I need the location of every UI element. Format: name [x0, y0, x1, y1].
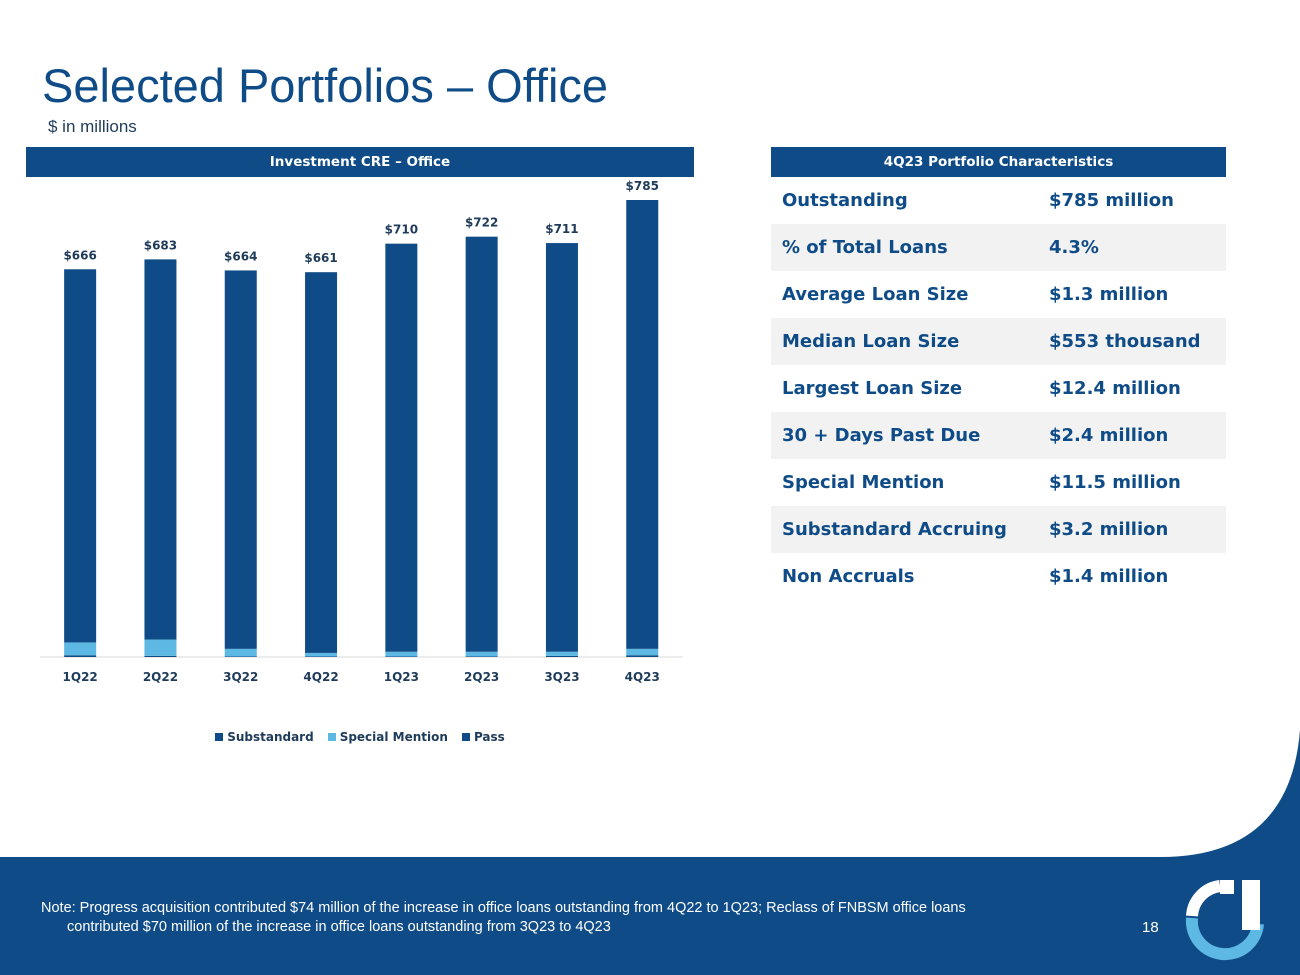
characteristic-label: Substandard Accruing — [771, 506, 1049, 553]
characteristic-value: $553 thousand — [1049, 318, 1226, 365]
characteristic-label: % of Total Loans — [771, 224, 1049, 271]
data-label-4Q23: $785 — [626, 179, 659, 193]
x-tick-4Q22: 4Q22 — [303, 670, 338, 684]
bar-special-mention-1Q23 — [385, 651, 418, 657]
table-row: Special Mention $11.5 million — [771, 459, 1226, 506]
footnote-line-1: Note: Progress acquisition contributed $… — [41, 900, 966, 916]
legend-label: Pass — [473, 730, 505, 744]
characteristic-label: Median Loan Size — [771, 318, 1049, 365]
chart-banner: Investment CRE – Office — [26, 147, 694, 177]
bar-pass-4Q22 — [305, 272, 338, 653]
bar-pass-3Q22 — [224, 270, 257, 649]
page-title: Selected Portfolios – Office — [42, 59, 609, 112]
company-logo-icon — [1185, 880, 1264, 961]
characteristic-value: $11.5 million — [1049, 472, 1181, 493]
characteristic-value: $2.4 million — [1049, 412, 1226, 459]
x-tick-2Q23: 2Q23 — [464, 670, 499, 684]
table-row: Median Loan Size $553 thousand — [771, 318, 1226, 365]
data-label-4Q22: $661 — [304, 251, 337, 265]
data-label-2Q23: $722 — [465, 216, 498, 230]
legend-item-substandard: Substandard — [215, 730, 314, 744]
characteristic-label: Average Loan Size — [782, 284, 969, 305]
x-tick-1Q22: 1Q22 — [63, 670, 98, 684]
bar-substandard-4Q23 — [626, 655, 659, 657]
bar-special-mention-1Q22 — [64, 642, 97, 656]
data-label-3Q22: $664 — [224, 249, 257, 263]
table-banner: 4Q23 Portfolio Characteristics — [771, 147, 1226, 177]
characteristic-value: $1.3 million — [1049, 284, 1169, 305]
legend-swatch — [461, 733, 470, 741]
legend-swatch — [215, 733, 224, 741]
bar-substandard-3Q23 — [545, 655, 578, 657]
bar-special-mention-2Q22 — [144, 639, 177, 656]
legend-swatch — [327, 733, 336, 741]
bar-special-mention-4Q22 — [305, 652, 338, 657]
table-row: Substandard Accruing $3.2 million — [771, 506, 1226, 553]
portfolio-characteristics-table: Outstanding $785 million% of Total Loans 4… — [771, 177, 1226, 600]
bar-special-mention-3Q23 — [545, 651, 578, 656]
data-label-3Q23: $711 — [545, 222, 578, 236]
characteristic-label: Outstanding — [782, 190, 908, 211]
bar-substandard-2Q23 — [465, 656, 498, 657]
x-tick-3Q22: 3Q22 — [223, 670, 258, 684]
legend-item-pass: Pass — [461, 730, 505, 744]
table-row: 30 + Days Past Due $2.4 million — [771, 412, 1226, 459]
bar-pass-2Q23 — [465, 236, 498, 652]
footnote-line-2: contributed $70 million of the increase … — [67, 919, 611, 935]
bar-substandard-1Q22 — [64, 655, 97, 657]
bar-pass-2Q22 — [144, 259, 177, 640]
bar-special-mention-3Q22 — [224, 648, 257, 657]
x-tick-4Q23: 4Q23 — [625, 670, 660, 684]
table-row: Outstanding $785 million — [771, 177, 1226, 224]
bar-substandard-2Q22 — [144, 655, 177, 657]
table-row: Non Accruals $1.4 million — [771, 553, 1226, 600]
bar-special-mention-2Q23 — [465, 651, 498, 657]
table-row: % of Total Loans 4.3% — [771, 224, 1226, 271]
chart-legend: Substandard Special Mention Pass — [0, 730, 720, 744]
bar-pass-1Q22 — [64, 269, 97, 643]
characteristic-value: $785 million — [1049, 190, 1174, 211]
bar-substandard-1Q23 — [385, 656, 418, 657]
x-tick-1Q23: 1Q23 — [384, 670, 419, 684]
legend-label: Substandard — [227, 730, 314, 744]
legend-item-special-mention: Special Mention — [327, 730, 448, 744]
bar-special-mention-4Q23 — [626, 648, 659, 656]
x-tick-2Q22: 2Q22 — [143, 670, 178, 684]
bar-pass-4Q23 — [626, 200, 659, 649]
characteristic-label: 30 + Days Past Due — [771, 412, 1049, 459]
bar-substandard-3Q22 — [224, 656, 257, 657]
data-label-1Q23: $710 — [385, 223, 418, 237]
characteristic-value: $1.4 million — [1049, 566, 1169, 587]
legend-label: Special Mention — [339, 730, 448, 744]
data-label-1Q22: $666 — [63, 248, 96, 262]
characteristic-value: $12.4 million — [1049, 378, 1181, 399]
bar-pass-3Q23 — [545, 243, 578, 652]
footer-band — [0, 730, 1300, 975]
characteristic-value: $3.2 million — [1049, 506, 1226, 553]
stacked-bar-chart: $666 1Q22 $683 2Q22 $664 3Q22 $661 4Q22 $710 1Q23… — [40, 179, 683, 684]
data-label-2Q22: $683 — [144, 238, 177, 252]
characteristic-label: Special Mention — [782, 472, 945, 493]
characteristic-value: 4.3% — [1049, 224, 1226, 271]
characteristic-label: Largest Loan Size — [782, 378, 963, 399]
page-subtitle: $ in millions — [48, 117, 137, 136]
bar-pass-1Q23 — [385, 243, 418, 652]
x-tick-3Q23: 3Q23 — [544, 670, 579, 684]
page-number: 18 — [1142, 919, 1159, 936]
bar-substandard-4Q22 — [305, 656, 338, 657]
table-row: Average Loan Size $1.3 million — [771, 271, 1226, 318]
characteristic-label: Non Accruals — [782, 566, 915, 587]
table-row: Largest Loan Size $12.4 million — [771, 365, 1226, 412]
footnote: Note: Progress acquisition contributed $… — [41, 899, 1121, 937]
